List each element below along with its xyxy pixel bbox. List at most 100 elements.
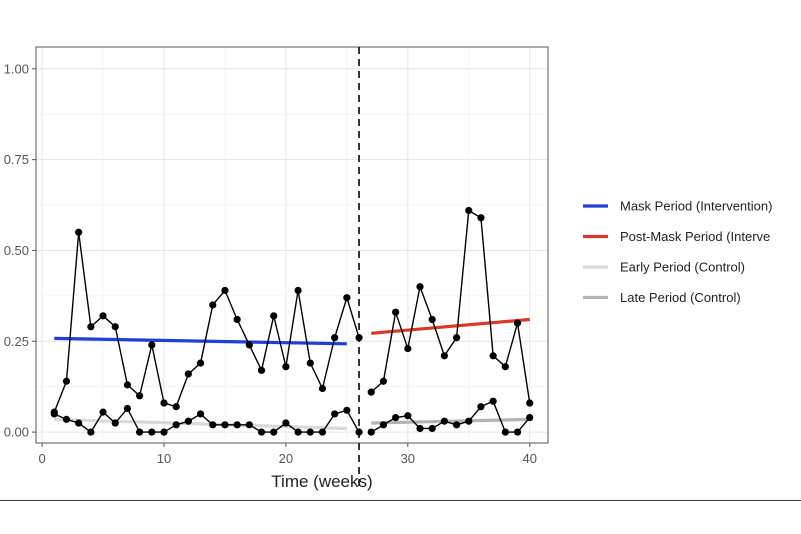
series-2-point [270,428,278,436]
series-2-point [501,428,509,436]
series-1-point [318,384,327,393]
series-2-point [196,410,205,418]
y-axis-ticks: 0.00 0.25 0.50 0.75 1.00 [4,61,36,440]
x-tick-label: 0 [38,451,45,466]
series-2-point [416,424,424,433]
series-2-point [513,428,522,436]
legend-label-2: Post-Mask Period (Interve [620,229,770,244]
series-2-point [209,421,217,429]
series-1-point [257,366,266,374]
series-2-point [148,428,156,436]
legend-label-1: Mask Period (Intervention) [620,199,772,214]
series-2-point [404,412,412,420]
grid-lines [36,47,548,443]
legend: Mask Period (Intervention) Post-Mask Peri… [583,199,772,305]
series-2-point [136,428,144,436]
series-1-point [355,334,363,342]
series-2-point [355,428,363,436]
series-1-point [513,319,522,327]
series-1-point [270,312,278,320]
series-1-point [526,399,534,407]
series-1-point [331,334,339,342]
series-1-point [465,206,473,215]
series-2-point [245,421,253,429]
trend-line-2 [371,317,530,335]
x-axis-title: Time (weeks) [271,472,372,491]
series-2-point [465,417,473,425]
x-tick-label: 20 [279,451,293,466]
series-2-point [111,419,119,427]
series-1-point [477,214,485,222]
series-1-point [245,341,253,349]
trend-lines [54,317,530,431]
series-1-point [452,334,461,342]
observed-series [50,206,534,436]
series-2-point [233,421,241,429]
series-2-point [379,421,388,429]
series-1-point [392,308,400,316]
y-tick-label: 1.00 [4,61,29,76]
series-1-point [160,399,168,407]
series-1-point [209,301,217,309]
plot-panel-border [35,46,549,444]
x-axis-ticks: 0 10 20 30 40 [38,443,537,466]
series-2-point [123,404,132,413]
series-2-point [428,424,436,433]
series-2-point [367,428,375,436]
series-1-point [172,403,180,411]
series-2-point [282,419,290,427]
series-1-point [111,323,119,331]
series-1-point [196,359,205,367]
series-1-point [123,381,132,389]
series-2-point [294,428,302,436]
series-1-point [148,341,156,349]
series-2-point [306,428,314,436]
series-1-point [416,283,424,291]
series-2-point [331,410,339,418]
series-1-point [99,312,107,320]
y-tick-label: 0.25 [4,334,29,349]
bottom-divider [0,500,801,501]
series-2-point [50,410,58,418]
series-1-point [428,315,436,324]
series-2-point [526,413,534,422]
series-1-point [136,392,144,400]
series-2-point [221,421,229,429]
series-2-point [477,403,485,411]
series-1-point [75,228,83,236]
series-2-point [184,417,192,425]
series-2-point [440,417,448,425]
series-2-point [392,413,400,422]
series-1-point [282,363,290,371]
series-2-point [160,428,168,436]
series-1-point [343,294,351,302]
series-1-point [294,286,302,295]
series-1-point [367,388,375,396]
series-2-point [99,408,107,416]
x-tick-label: 40 [522,451,536,466]
y-tick-label: 0.75 [4,152,29,167]
trend-line-3 [54,417,347,431]
y-tick-label: 0.50 [4,243,29,258]
trend-line-4 [371,417,530,425]
series-2-point [452,421,461,429]
series-2-point [62,415,71,423]
series-1-point [306,359,314,367]
series-1-point [233,315,241,324]
series-1-point [440,352,448,360]
series-2-point [489,397,497,405]
trend-line-1 [54,336,347,346]
y-tick-label: 0.00 [4,425,29,440]
series-1-point [489,352,497,360]
series-1-point [221,286,229,295]
x-tick-label: 30 [401,451,415,466]
series-2-point [172,421,180,429]
x-tick-label: 10 [157,451,171,466]
series-1-point [404,344,412,353]
series-2-point [75,419,83,427]
series-1-point [184,370,192,378]
series-1-point [501,363,509,371]
legend-label-4: Late Period (Control) [620,290,741,305]
series-2-point [318,428,327,436]
